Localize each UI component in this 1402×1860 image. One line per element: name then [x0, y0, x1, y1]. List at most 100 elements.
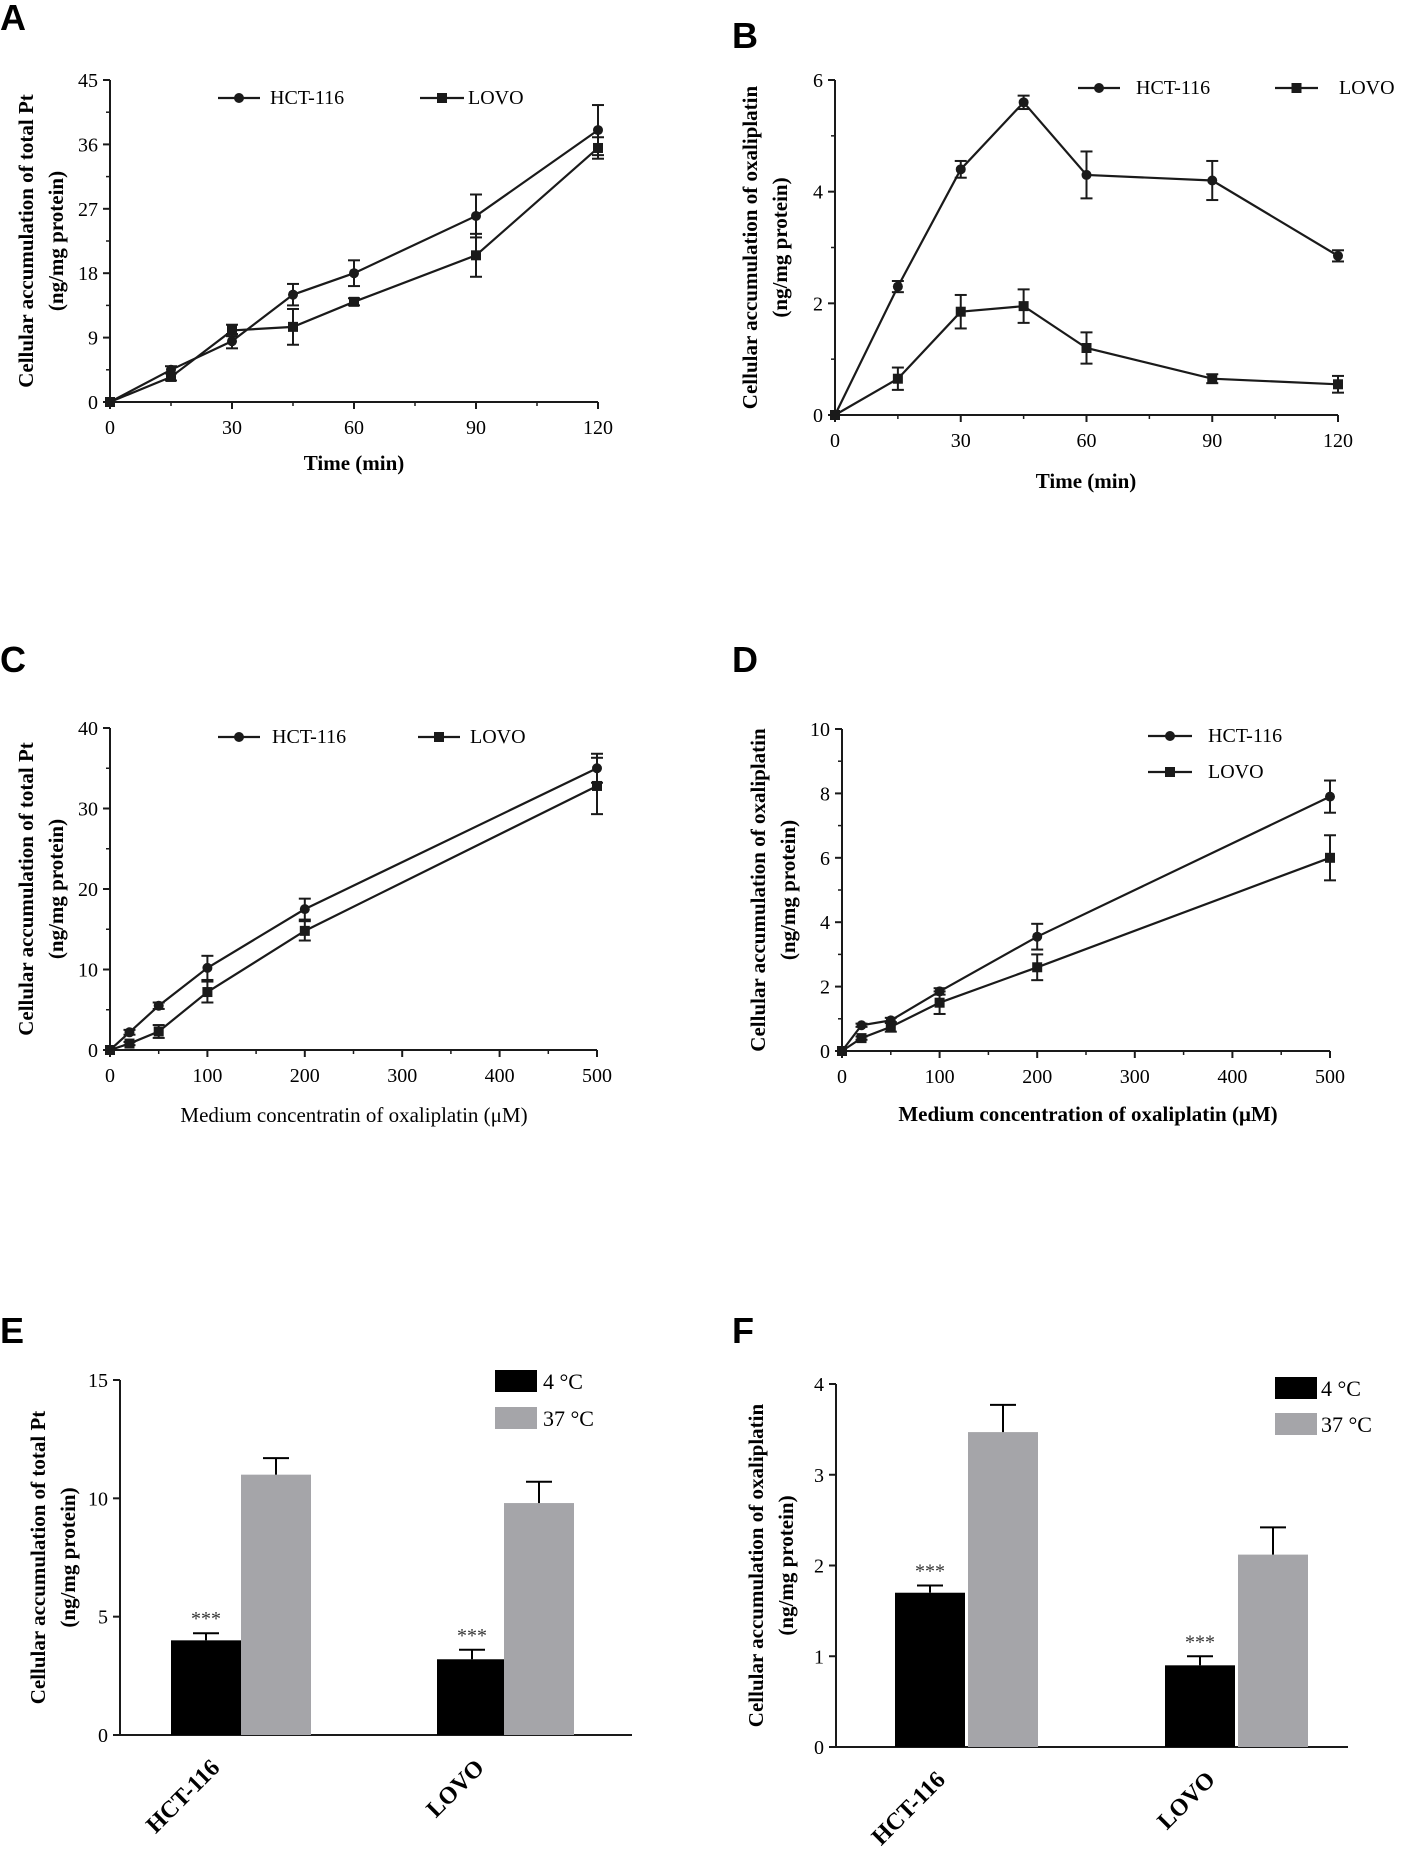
data-point: [124, 1038, 135, 1049]
legend-label: LOVO: [468, 87, 524, 109]
x-category-label: HCT-116: [867, 1767, 951, 1851]
panel-letter: C: [0, 639, 26, 680]
y-tick-label: 20: [78, 879, 98, 901]
x-axis-label: Medium concentratin of oxaliplatin (μM): [180, 1103, 527, 1127]
x-axis-label: Time (min): [304, 451, 405, 475]
y-tick-label: 0: [88, 392, 98, 414]
data-point: [227, 325, 237, 336]
series-line-hct-116: [109, 767, 598, 1051]
x-category-label: LOVO: [422, 1755, 490, 1823]
legend-marker: [1165, 731, 1175, 741]
data-point: [1333, 379, 1343, 390]
chart-panel-d: D 0 100 200 300 400 500 0 2 4 6 8 10 Medium concentra…: [732, 639, 1345, 1126]
y-axis-label: Cellular accumulation of total Pt: [14, 742, 38, 1036]
x-tick-label: 200: [290, 1065, 320, 1087]
data-point: [593, 142, 603, 153]
bar-hct-116-cold: [895, 1592, 965, 1747]
chart-panel-a: A 0 30 60 90 120 0 9 18 27 36 45 Time (min) Cellular …: [0, 0, 613, 475]
significance-marker: ***: [1185, 1631, 1215, 1653]
x-category-label: LOVO: [1153, 1767, 1221, 1835]
significance-marker: ***: [191, 1608, 221, 1630]
legend-label: HCT-116: [1136, 77, 1210, 99]
panel-letter: B: [732, 15, 758, 56]
y-axis-unit-label: (ng/mg protein): [776, 820, 800, 960]
data-point: [166, 371, 176, 382]
data-point: [885, 1021, 896, 1032]
series-line-lovo: [109, 784, 598, 1052]
data-point: [837, 1046, 847, 1056]
x-tick-label: 120: [583, 417, 613, 439]
data-point: [830, 410, 840, 420]
y-tick-label: 4: [813, 182, 823, 204]
x-tick-label: 0: [105, 417, 115, 439]
bar-lovo-cold: [1165, 1665, 1235, 1747]
data-point: [1207, 373, 1218, 384]
data-point: [1325, 852, 1335, 863]
x-tick-label: 30: [951, 430, 971, 452]
y-tick-label: 1: [814, 1646, 824, 1668]
legend-label: HCT-116: [270, 87, 344, 109]
data-point: [1018, 97, 1029, 108]
x-axis-label: Medium concentration of oxaliplatin (μM): [898, 1102, 1277, 1126]
y-tick-label: 45: [78, 70, 98, 92]
data-point: [1032, 962, 1043, 973]
y-tick-label: 9: [88, 328, 98, 350]
x-tick-label: 60: [344, 417, 364, 439]
y-tick-label: 0: [88, 1040, 98, 1062]
y-axis-unit-label: (ng/mg protein): [44, 171, 68, 311]
series-line-hct-116: [834, 100, 1339, 416]
x-tick-label: 400: [1217, 1066, 1247, 1088]
x-tick-label: 120: [1323, 430, 1353, 452]
data-point: [471, 250, 481, 261]
bar-lovo-warm: [504, 1503, 574, 1735]
data-point: [288, 289, 298, 300]
chart-panel-c: C 0 100 200 300 400 500 0 10 20 30 40 Medium concent…: [0, 639, 612, 1127]
y-tick-label: 18: [78, 263, 98, 285]
data-point: [1325, 791, 1335, 802]
data-point: [153, 1000, 164, 1011]
x-tick-label: 300: [1120, 1066, 1150, 1088]
data-point: [105, 397, 115, 407]
y-axis-label: Cellular accumulation of oxaliplatin: [746, 728, 770, 1052]
x-tick-label: 90: [1202, 430, 1222, 452]
y-tick-label: 36: [78, 134, 98, 156]
data-point: [592, 780, 602, 791]
legend-marker: [1165, 767, 1175, 777]
x-tick-label: 0: [837, 1066, 847, 1088]
data-point: [1081, 169, 1092, 180]
y-tick-label: 0: [820, 1041, 830, 1063]
x-tick-label: 300: [387, 1065, 417, 1087]
legend-label: 4 °C: [1321, 1376, 1361, 1401]
data-point: [124, 1027, 135, 1038]
legend-marker: [234, 93, 244, 103]
chart-panel-b: B 0 30 60 90 120 0 2 4 6 Time (min) Cellular accumu…: [732, 15, 1395, 493]
legend-label: 37 °C: [543, 1406, 594, 1431]
legend-swatch: [495, 1407, 537, 1429]
data-point: [934, 997, 945, 1008]
legend-label: HCT-116: [1208, 725, 1282, 747]
data-point: [299, 925, 310, 936]
data-point: [892, 281, 903, 292]
y-tick-label: 2: [813, 293, 823, 315]
y-tick-label: 30: [78, 799, 98, 821]
bar-hct-116-cold: [171, 1640, 241, 1735]
x-tick-label: 500: [582, 1065, 612, 1087]
data-point: [105, 1045, 115, 1055]
data-point: [471, 210, 481, 221]
y-tick-label: 27: [78, 199, 98, 221]
x-tick-label: 400: [485, 1065, 515, 1087]
legend-label: LOVO: [1208, 761, 1264, 783]
y-tick-label: 10: [78, 960, 98, 982]
y-tick-label: 40: [78, 718, 98, 740]
significance-marker: ***: [457, 1625, 487, 1647]
legend-label: LOVO: [1339, 77, 1395, 99]
legend-swatch: [1275, 1377, 1317, 1399]
x-tick-label: 100: [925, 1066, 955, 1088]
chart-panel-e: E 0 5 10 15 Cellular accumulation of total Pt…: [0, 1310, 632, 1839]
y-tick-label: 0: [814, 1737, 824, 1759]
panel-letter: A: [0, 0, 26, 38]
data-point: [1032, 931, 1043, 942]
x-tick-label: 30: [222, 417, 242, 439]
data-point: [1018, 301, 1029, 312]
